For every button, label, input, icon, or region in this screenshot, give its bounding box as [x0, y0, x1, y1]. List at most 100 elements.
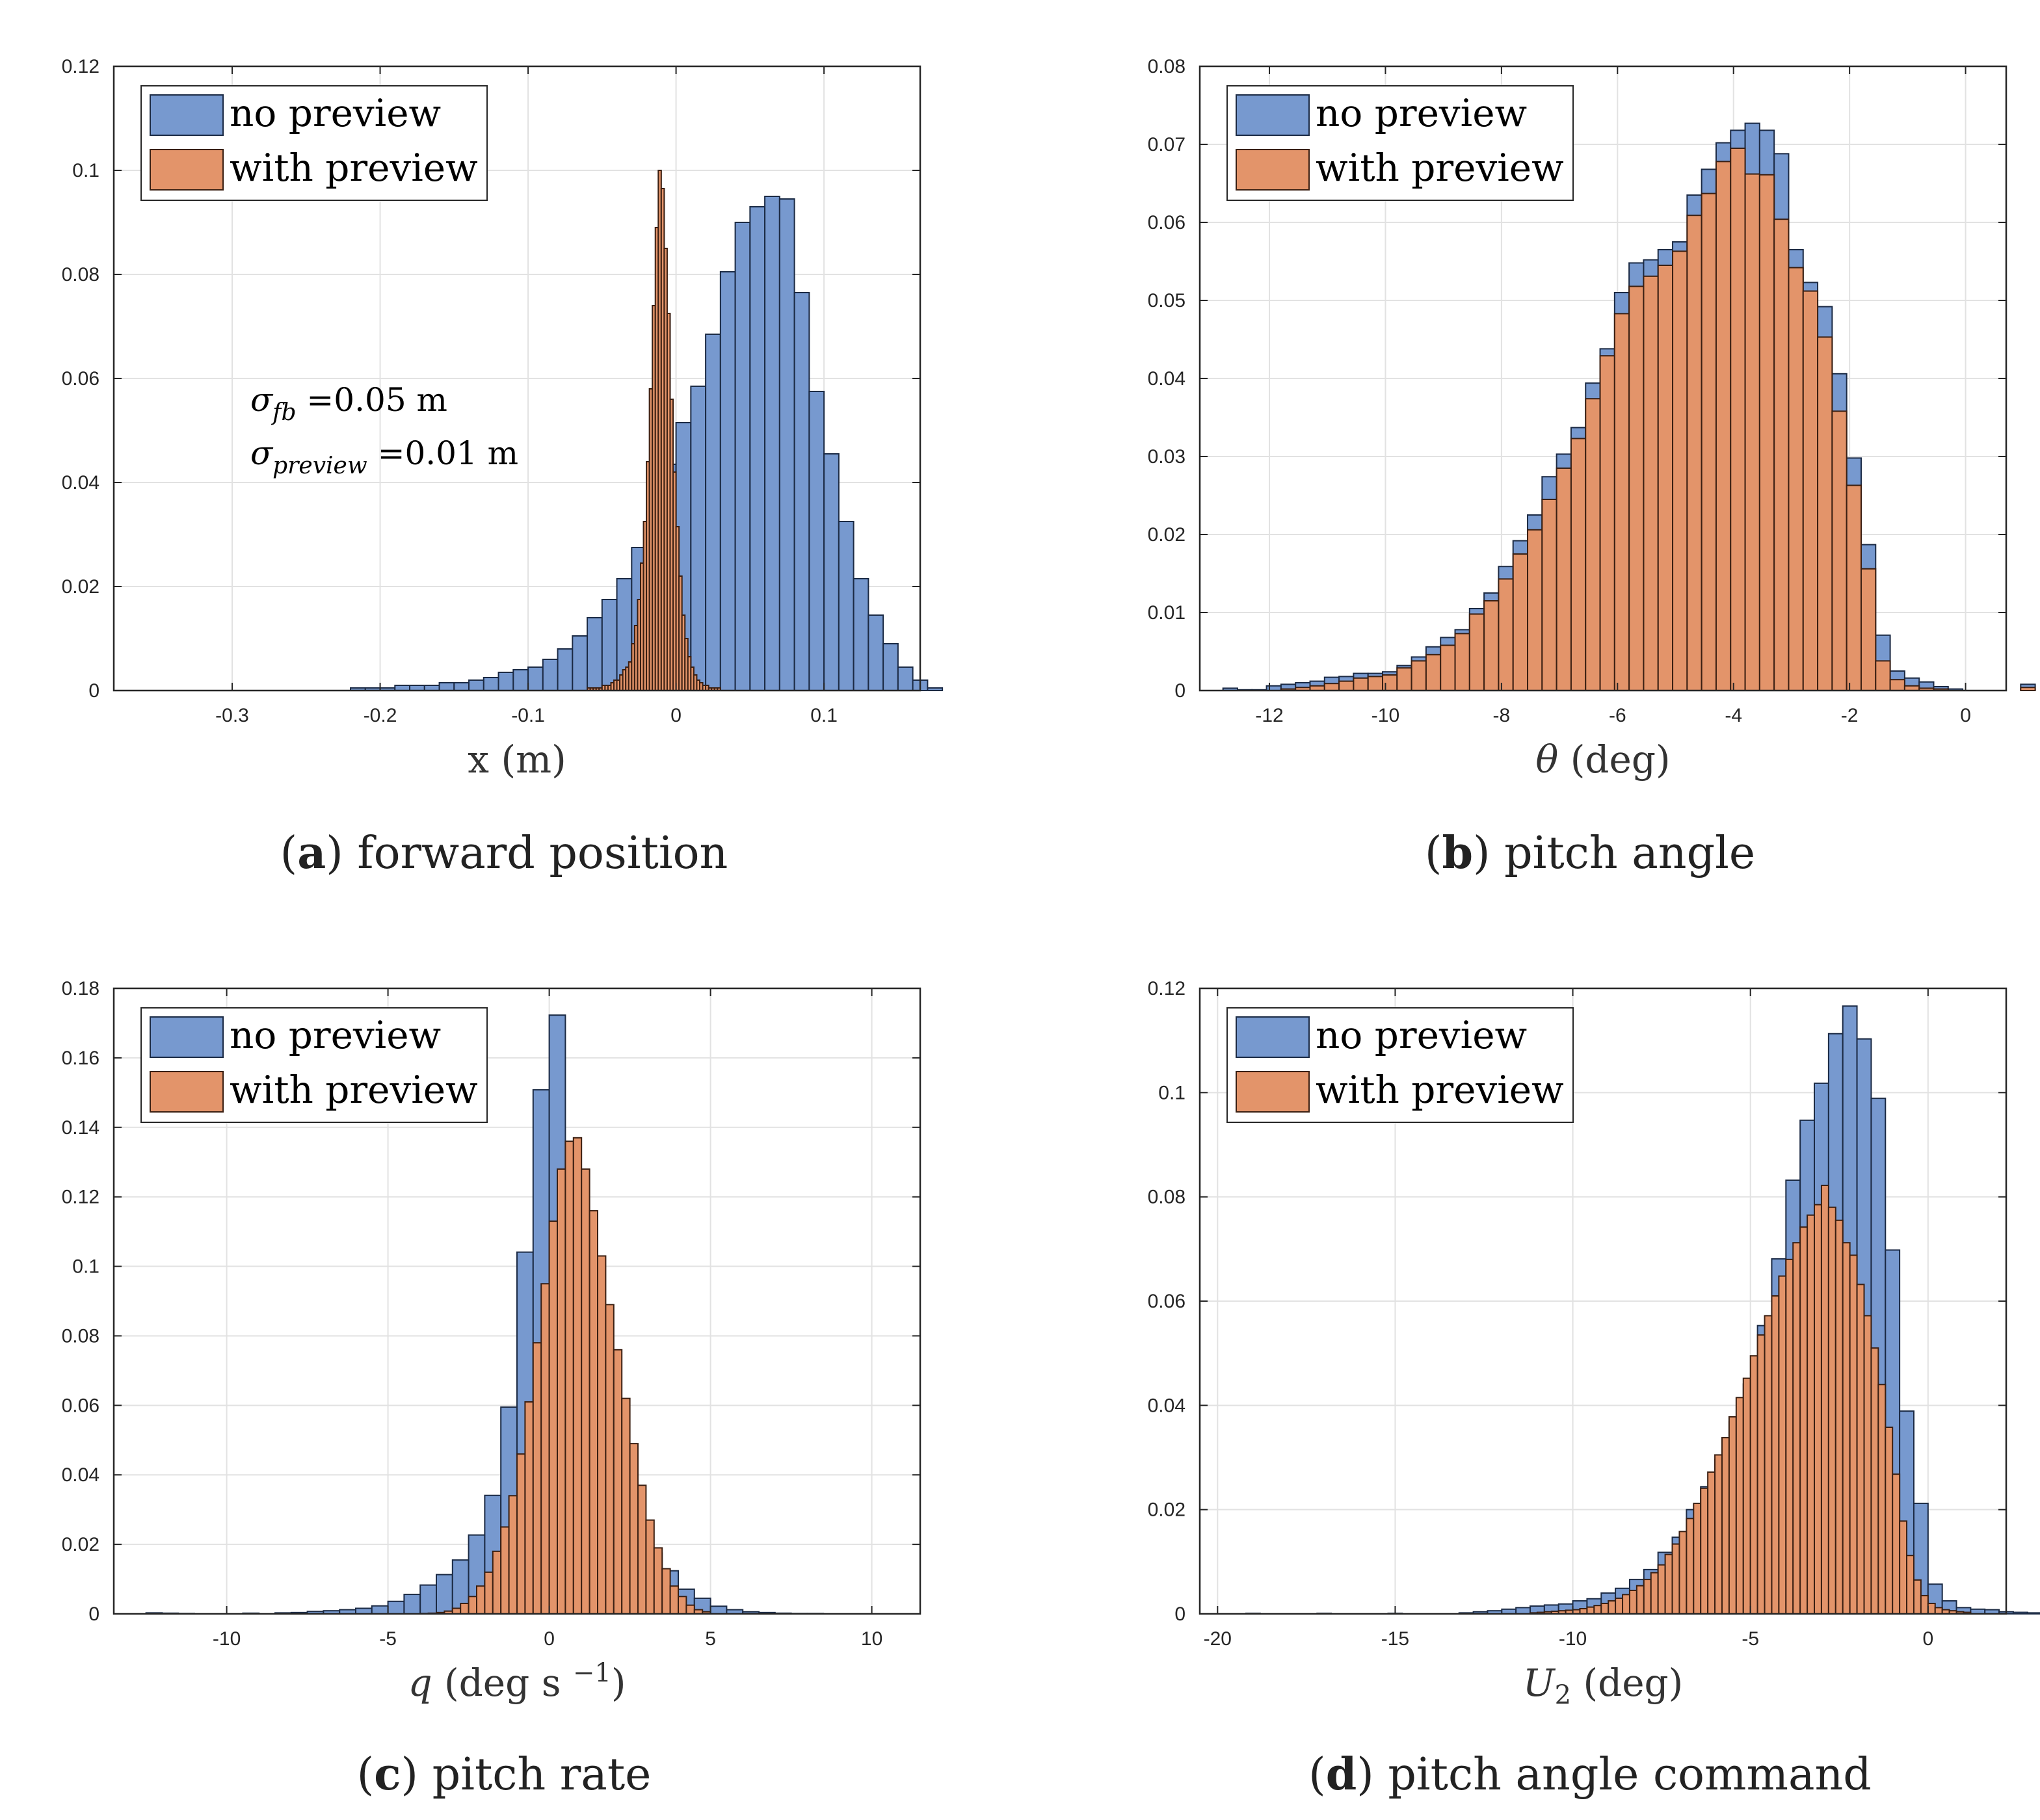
bar-no-preview: [734, 222, 751, 691]
legend: no preview with preview: [140, 1007, 488, 1123]
y-tick-label: 0.04: [1148, 1395, 1186, 1416]
bar-with-preview: [1643, 275, 1659, 691]
bar-no-preview: [557, 648, 574, 691]
bar-with-preview: [1693, 1503, 1702, 1615]
y-tick-label: 0: [1174, 1603, 1186, 1625]
legend-swatch-no-preview: [150, 1016, 224, 1058]
bar-with-preview: [1899, 1520, 1908, 1615]
bar-no-preview: [719, 271, 736, 691]
bar-with-preview: [1657, 265, 1674, 691]
y-tick-label: 0.04: [62, 1464, 99, 1486]
y-tick-label: 0: [88, 680, 99, 702]
bar-with-preview: [1913, 1579, 1922, 1615]
bar-with-preview: [685, 1604, 695, 1615]
y-tick-label: 0.07: [1148, 134, 1186, 155]
bar-with-preview: [1628, 285, 1645, 691]
y-tick-label: 0.02: [1148, 524, 1186, 546]
x-tick-label: 0: [544, 1628, 555, 1650]
x-tick-label: -5: [1742, 1628, 1759, 1650]
bar-with-preview: [1664, 1553, 1673, 1615]
bar-with-preview: [1613, 313, 1630, 691]
y-tick-label: 0: [1174, 680, 1186, 702]
bar-with-preview: [1835, 1219, 1844, 1615]
legend-label-with-preview: with preview: [230, 146, 478, 190]
bar-with-preview: [637, 1484, 647, 1615]
bar-with-preview: [1425, 653, 1442, 691]
x-tick-label: 0.1: [810, 705, 838, 726]
bar-no-preview: [793, 292, 810, 691]
bar-with-preview: [564, 1141, 574, 1615]
legend: no preview with preview: [1226, 1007, 1574, 1123]
chart-panel-d: -20 -15 -10 -5 0 0 0.02 0.04 0.06 0.08 0.1 0.12 U2 (…: [1148, 978, 2040, 1800]
bar-with-preview: [1756, 1334, 1766, 1615]
bar-with-preview: [1615, 1597, 1624, 1615]
bar-with-preview: [613, 1349, 623, 1615]
bar-with-preview: [451, 1607, 462, 1615]
panel-caption: (a) forward position: [280, 827, 728, 879]
legend-swatch-no-preview: [1236, 94, 1310, 136]
bar-with-preview: [1842, 1242, 1851, 1615]
bar-no-preview: [355, 1607, 373, 1615]
bar-no-preview: [572, 635, 589, 691]
bar-with-preview: [1820, 1185, 1829, 1615]
y-tick-label: 0.12: [1148, 978, 1186, 999]
bar-with-preview: [468, 1596, 477, 1615]
y-tick-label: 0.04: [1148, 368, 1186, 389]
chart-panel-b: -12 -10 -8 -6 -4 -2 0 0 0.01 0.02 0.03 0.04 0.05 0.06…: [1148, 56, 2036, 879]
bar-with-preview: [1742, 1377, 1751, 1615]
bar-no-preview: [436, 1574, 453, 1615]
bar-with-preview: [1585, 398, 1601, 691]
bar-with-preview: [1671, 1543, 1680, 1615]
bar-no-preview: [403, 1594, 421, 1615]
bar-with-preview: [1807, 1214, 1816, 1615]
x-tick-label: -15: [1381, 1628, 1409, 1650]
bar-with-preview: [1622, 1594, 1630, 1615]
bar-no-preview: [468, 679, 484, 691]
bar-with-preview: [1764, 1315, 1773, 1615]
x-tick-label: -10: [1371, 705, 1399, 726]
bar-with-preview: [1758, 174, 1775, 691]
legend-label-no-preview: no preview: [1316, 91, 1527, 135]
bar-no-preview: [453, 682, 470, 691]
bar-no-preview: [387, 1600, 405, 1615]
bar-with-preview: [492, 1550, 502, 1615]
y-tick-label: 0.04: [62, 472, 99, 494]
legend-swatch-with-preview: [1236, 149, 1310, 191]
bar-with-preview: [597, 1255, 607, 1615]
bar-with-preview: [605, 1304, 615, 1615]
bar-no-preview: [419, 1584, 438, 1615]
bar-with-preview: [1744, 173, 1760, 692]
bar-with-preview: [524, 1401, 534, 1615]
sigma-annotation: σfb =0.05 m: [250, 381, 447, 426]
bar-with-preview: [1906, 1555, 1914, 1615]
bar-with-preview: [678, 1596, 687, 1615]
bar-no-preview: [690, 386, 707, 691]
bar-with-preview: [1721, 1437, 1730, 1615]
legend-label-no-preview: no preview: [230, 1013, 441, 1057]
bar-with-preview: [1771, 1295, 1780, 1615]
bar-no-preview: [897, 666, 914, 691]
bar-with-preview: [1556, 468, 1572, 691]
bar-with-preview: [1600, 1602, 1609, 1615]
y-tick-label: 0.06: [1148, 212, 1186, 233]
chart-panel-a: -0.3 -0.2 -0.1 0 0.1 0 0.02 0.04 0.06 0.08 0.1 0.12…: [62, 56, 944, 879]
bar-with-preview: [1657, 1564, 1666, 1615]
axes-frame: [113, 987, 921, 1615]
y-tick-label: 0.08: [1148, 56, 1186, 77]
sigma-annotation: σpreview =0.01 m: [250, 434, 518, 479]
x-tick-label: -8: [1493, 705, 1511, 726]
bar-no-preview: [527, 666, 544, 691]
bar-with-preview: [1396, 667, 1412, 691]
bar-with-preview: [1323, 683, 1340, 691]
legend-swatch-with-preview: [150, 149, 224, 191]
bar-with-preview: [1735, 1397, 1744, 1615]
bar-with-preview: [484, 1571, 494, 1615]
bar-with-preview: [669, 1585, 679, 1615]
bar-no-preview: [868, 614, 884, 691]
bar-no-preview: [371, 1605, 389, 1615]
y-tick-label: 0.12: [62, 1187, 99, 1208]
bar-with-preview: [1527, 529, 1543, 691]
bar-no-preview: [778, 198, 795, 691]
bar-no-preview: [512, 669, 529, 691]
x-tick-label: -0.1: [511, 705, 545, 726]
